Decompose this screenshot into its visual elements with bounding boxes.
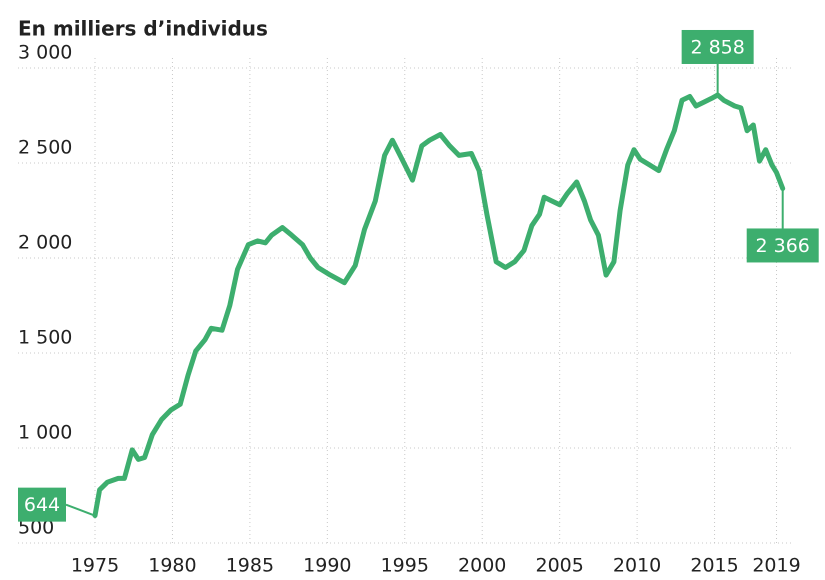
x-tick-label: 2010 xyxy=(613,555,661,577)
label-box xyxy=(746,228,819,263)
label-box xyxy=(681,29,754,64)
value-label: 644 xyxy=(24,494,60,516)
label-pointer xyxy=(65,503,96,517)
x-tick-label: 1985 xyxy=(226,555,274,577)
y-tick-label: 1 500 xyxy=(18,327,72,349)
x-tick-label: 1995 xyxy=(381,555,429,577)
y-tick-label: 3 000 xyxy=(18,42,72,64)
y-tick-label: 2 500 xyxy=(18,137,72,159)
y-tick-label: 2 000 xyxy=(18,232,72,254)
x-tick-label: 2015 xyxy=(690,555,738,577)
x-tick-label: 2000 xyxy=(458,555,506,577)
x-tick-label: 2005 xyxy=(535,555,583,577)
value-label: 2 858 xyxy=(690,36,744,58)
x-tick-label: 1980 xyxy=(148,555,196,577)
x-tick-label: 1990 xyxy=(303,555,351,577)
value-label: 2 366 xyxy=(756,235,810,257)
y-tick-label: 500 xyxy=(18,517,54,539)
y-tick-label: 1 000 xyxy=(18,422,72,444)
x-tick-label: 2019 xyxy=(752,555,800,577)
label-box xyxy=(18,487,66,522)
chart-title: En milliers d’individus xyxy=(18,17,268,41)
x-tick-label: 1975 xyxy=(71,555,119,577)
data-line xyxy=(92,92,786,519)
